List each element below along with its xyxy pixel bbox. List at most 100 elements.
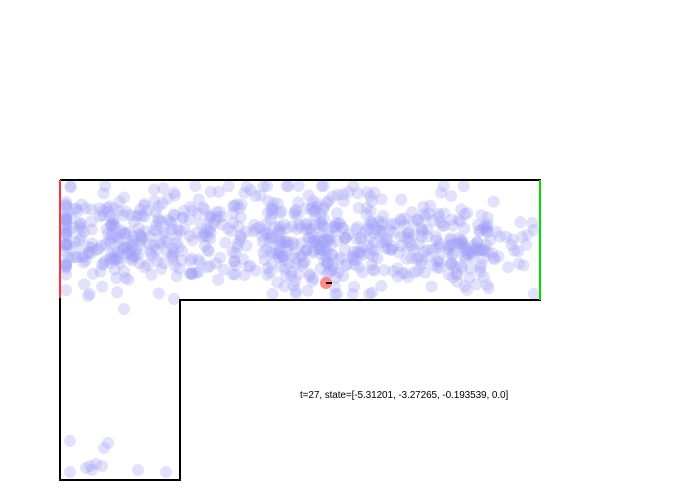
particle [203, 260, 216, 272]
particle [130, 209, 143, 222]
particle [444, 234, 457, 247]
particle [307, 272, 320, 285]
particle [275, 238, 288, 251]
particle [359, 225, 372, 238]
particle [118, 227, 131, 240]
particle [471, 236, 484, 249]
particle [432, 207, 445, 220]
particle [204, 212, 217, 225]
particle [60, 238, 72, 250]
particle [98, 442, 110, 454]
particle [110, 230, 123, 243]
particle [262, 206, 274, 219]
particle [351, 187, 364, 200]
particle [297, 257, 309, 270]
particle [368, 186, 381, 199]
particle [266, 201, 279, 214]
particle [480, 238, 492, 251]
particle [291, 223, 304, 235]
particle [108, 253, 121, 266]
particle [226, 268, 239, 281]
particle [152, 287, 165, 300]
particle [329, 288, 342, 300]
particle [201, 230, 214, 243]
particle [315, 244, 328, 257]
particle [262, 227, 275, 240]
particle [133, 239, 146, 251]
particle [329, 224, 342, 237]
particle [167, 246, 180, 259]
particle [417, 226, 429, 239]
particle [265, 208, 278, 221]
particle [145, 268, 158, 281]
particle [148, 224, 160, 237]
particle [301, 284, 314, 297]
particle [157, 257, 170, 270]
particle [184, 267, 197, 280]
particle [470, 278, 483, 291]
particle [419, 210, 432, 223]
particle [437, 180, 450, 192]
particle [204, 185, 217, 198]
particle [350, 233, 363, 245]
particle [387, 265, 400, 278]
particle [233, 234, 246, 247]
particle [135, 230, 148, 243]
particle [77, 256, 90, 269]
particle [82, 247, 95, 260]
particle [265, 229, 278, 242]
particle [111, 286, 124, 299]
particle [354, 247, 366, 260]
particle [456, 237, 469, 250]
particle [185, 252, 198, 265]
particle [457, 180, 470, 192]
particle [151, 254, 164, 267]
particle [280, 180, 293, 192]
particle [132, 248, 145, 261]
particle [265, 257, 278, 270]
particle [113, 232, 126, 245]
particle [367, 244, 380, 257]
particle [60, 259, 72, 272]
particle [70, 202, 82, 215]
particle [122, 273, 135, 286]
particle [364, 215, 377, 228]
particle [453, 237, 466, 250]
particle [240, 239, 253, 252]
particle [517, 259, 530, 272]
particle [516, 230, 529, 243]
particle [375, 236, 388, 249]
particle [381, 234, 394, 247]
particle [266, 232, 279, 245]
particle [262, 195, 275, 208]
particle [365, 258, 378, 271]
particle [463, 246, 476, 259]
particle [60, 210, 72, 223]
particle [449, 260, 462, 273]
particle [64, 180, 77, 192]
particle [265, 246, 278, 258]
particle [203, 210, 216, 223]
particle [278, 254, 291, 267]
particle [60, 245, 72, 258]
particle [60, 257, 72, 270]
particle [144, 230, 157, 243]
particle [471, 235, 484, 248]
particle [195, 230, 208, 243]
particle [217, 263, 230, 276]
agent [320, 277, 332, 289]
particle [312, 231, 325, 244]
particle [339, 243, 351, 256]
particle [433, 237, 446, 250]
particle [402, 226, 415, 239]
particle [324, 239, 337, 252]
particle [105, 228, 118, 241]
particle [267, 203, 280, 216]
particle [289, 275, 302, 288]
particle [168, 293, 180, 305]
particle [286, 220, 299, 233]
particle [276, 250, 289, 263]
particle [235, 198, 248, 211]
particle [176, 245, 189, 258]
particle [240, 225, 253, 238]
